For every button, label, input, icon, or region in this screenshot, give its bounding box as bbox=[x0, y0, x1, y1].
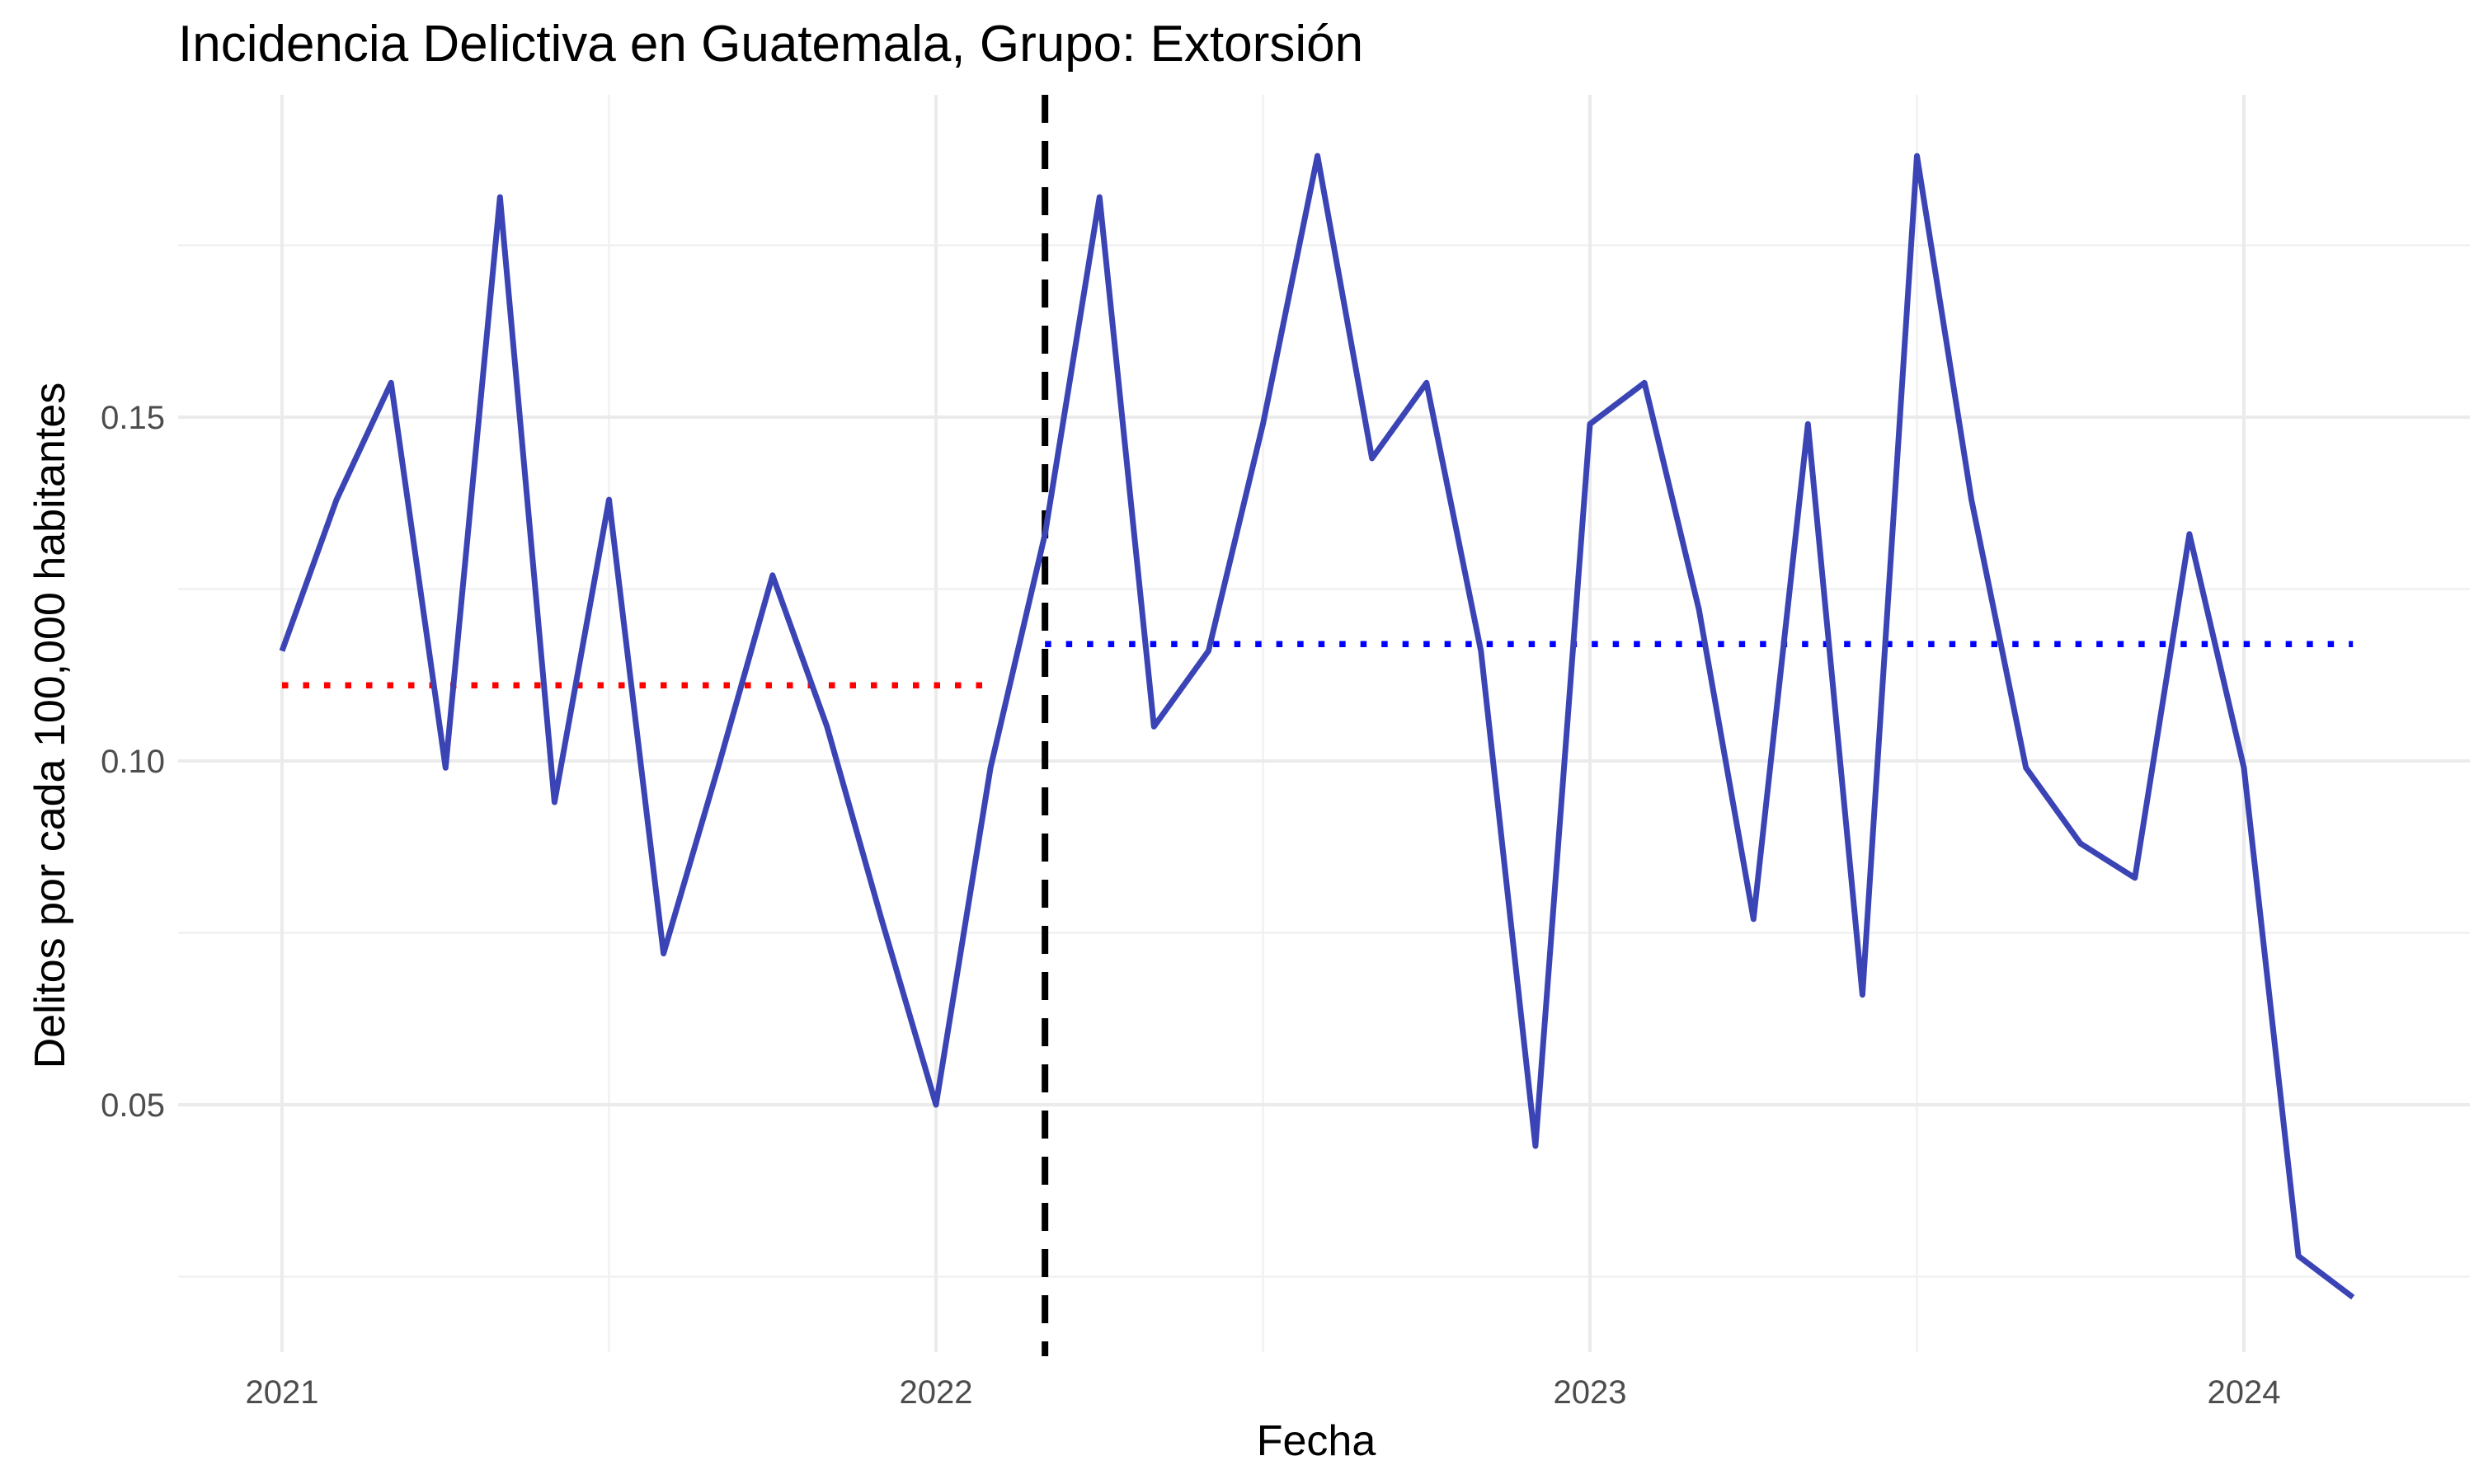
x-tick-label: 2024 bbox=[2208, 1374, 2281, 1411]
series-line bbox=[279, 153, 2355, 1300]
tick-labels: 0.05 0.10 0.15 2021 2022 2023 2024 bbox=[101, 400, 2280, 1411]
reference-lines bbox=[282, 95, 2354, 1356]
grid bbox=[178, 95, 2470, 1352]
y-axis-title: Delitos por cada 100,000 habitantes bbox=[26, 383, 74, 1069]
chart-title: Incidencia Delictiva en Guatemala, Grupo… bbox=[178, 16, 1363, 73]
x-axis-title: Fecha bbox=[1257, 1417, 1376, 1465]
series-layer bbox=[279, 153, 2355, 1300]
y-tick-label: 0.05 bbox=[101, 1087, 165, 1124]
y-tick-label: 0.10 bbox=[101, 744, 165, 780]
x-tick-label: 2021 bbox=[246, 1374, 319, 1411]
x-tick-label: 2023 bbox=[1554, 1374, 1627, 1411]
y-tick-label: 0.15 bbox=[101, 400, 165, 436]
x-tick-label: 2022 bbox=[900, 1374, 973, 1411]
